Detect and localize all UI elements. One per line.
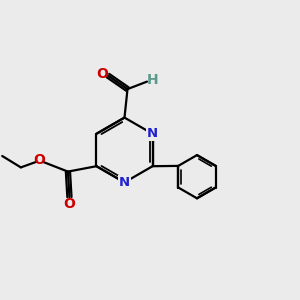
Text: O: O [33, 154, 45, 167]
Text: H: H [147, 73, 158, 87]
Text: O: O [97, 67, 109, 81]
Text: N: N [147, 127, 158, 140]
Text: N: N [119, 176, 130, 189]
Text: O: O [64, 197, 75, 211]
